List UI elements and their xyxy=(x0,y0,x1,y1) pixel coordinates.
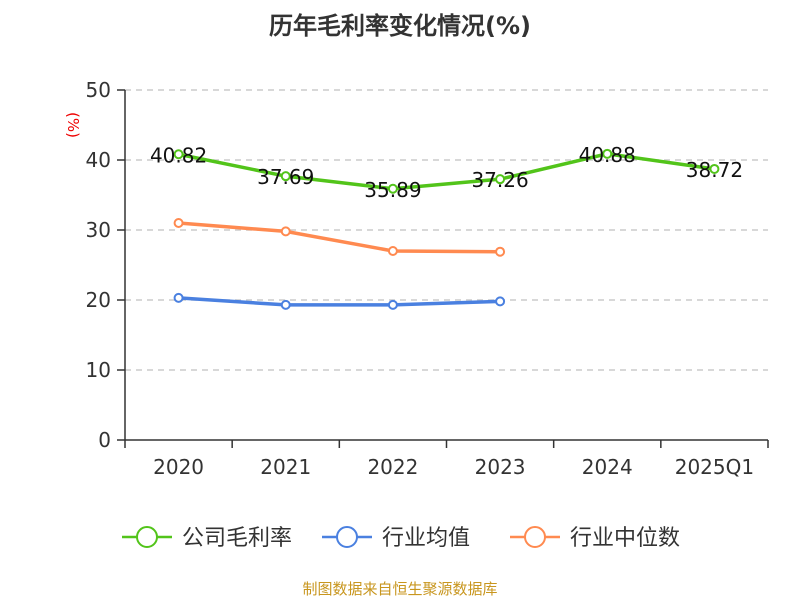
data-point xyxy=(280,299,291,310)
x-tick-label: 2023 xyxy=(475,455,526,479)
data-point xyxy=(387,183,398,194)
data-point xyxy=(495,296,506,307)
series-line-0 xyxy=(178,152,715,191)
data-point xyxy=(173,292,184,303)
data-label: 38.72 xyxy=(686,158,743,182)
series-line-2 xyxy=(178,221,501,254)
source-note: 制图数据来自恒生聚源数据库 xyxy=(302,580,498,598)
data-label: 40.82 xyxy=(150,143,207,167)
y-axis-label: (%) xyxy=(64,112,82,138)
legend-label: 行业中位数 xyxy=(570,526,680,551)
y-tick-label: 20 xyxy=(86,288,111,312)
data-point xyxy=(280,226,291,237)
data-point xyxy=(280,171,291,182)
legend-label: 行业均值 xyxy=(382,526,470,551)
data-point xyxy=(495,246,506,257)
data-label: 37.69 xyxy=(257,165,314,189)
data-point xyxy=(709,163,720,174)
y-tick-label: 0 xyxy=(98,428,111,452)
legend-label: 公司毛利率 xyxy=(182,526,292,551)
series-line-1 xyxy=(178,296,501,307)
data-point xyxy=(173,218,184,228)
data-point xyxy=(173,149,184,160)
legend-marker xyxy=(336,526,358,548)
y-tick-label: 40 xyxy=(86,148,111,172)
y-tick-label: 30 xyxy=(86,218,111,242)
x-tick-label: 2024 xyxy=(582,455,633,479)
data-point xyxy=(602,148,613,159)
x-tick-label: 2022 xyxy=(367,455,418,479)
legend-marker xyxy=(136,526,158,548)
data-label: 37.26 xyxy=(471,168,528,192)
legend-marker xyxy=(524,526,546,548)
y-tick-label: 50 xyxy=(86,78,111,102)
data-label: 40.88 xyxy=(579,143,636,167)
data-point xyxy=(387,246,398,256)
x-tick-label: 2021 xyxy=(260,455,311,479)
x-tick-label: 2025Q1 xyxy=(675,455,754,479)
chart-title: 历年毛利率变化情况(%) xyxy=(269,12,531,40)
x-tick-label: 2020 xyxy=(153,455,204,479)
data-point xyxy=(387,299,398,310)
y-tick-label: 10 xyxy=(86,358,111,382)
data-point xyxy=(495,174,506,185)
data-label: 35.89 xyxy=(364,178,421,202)
